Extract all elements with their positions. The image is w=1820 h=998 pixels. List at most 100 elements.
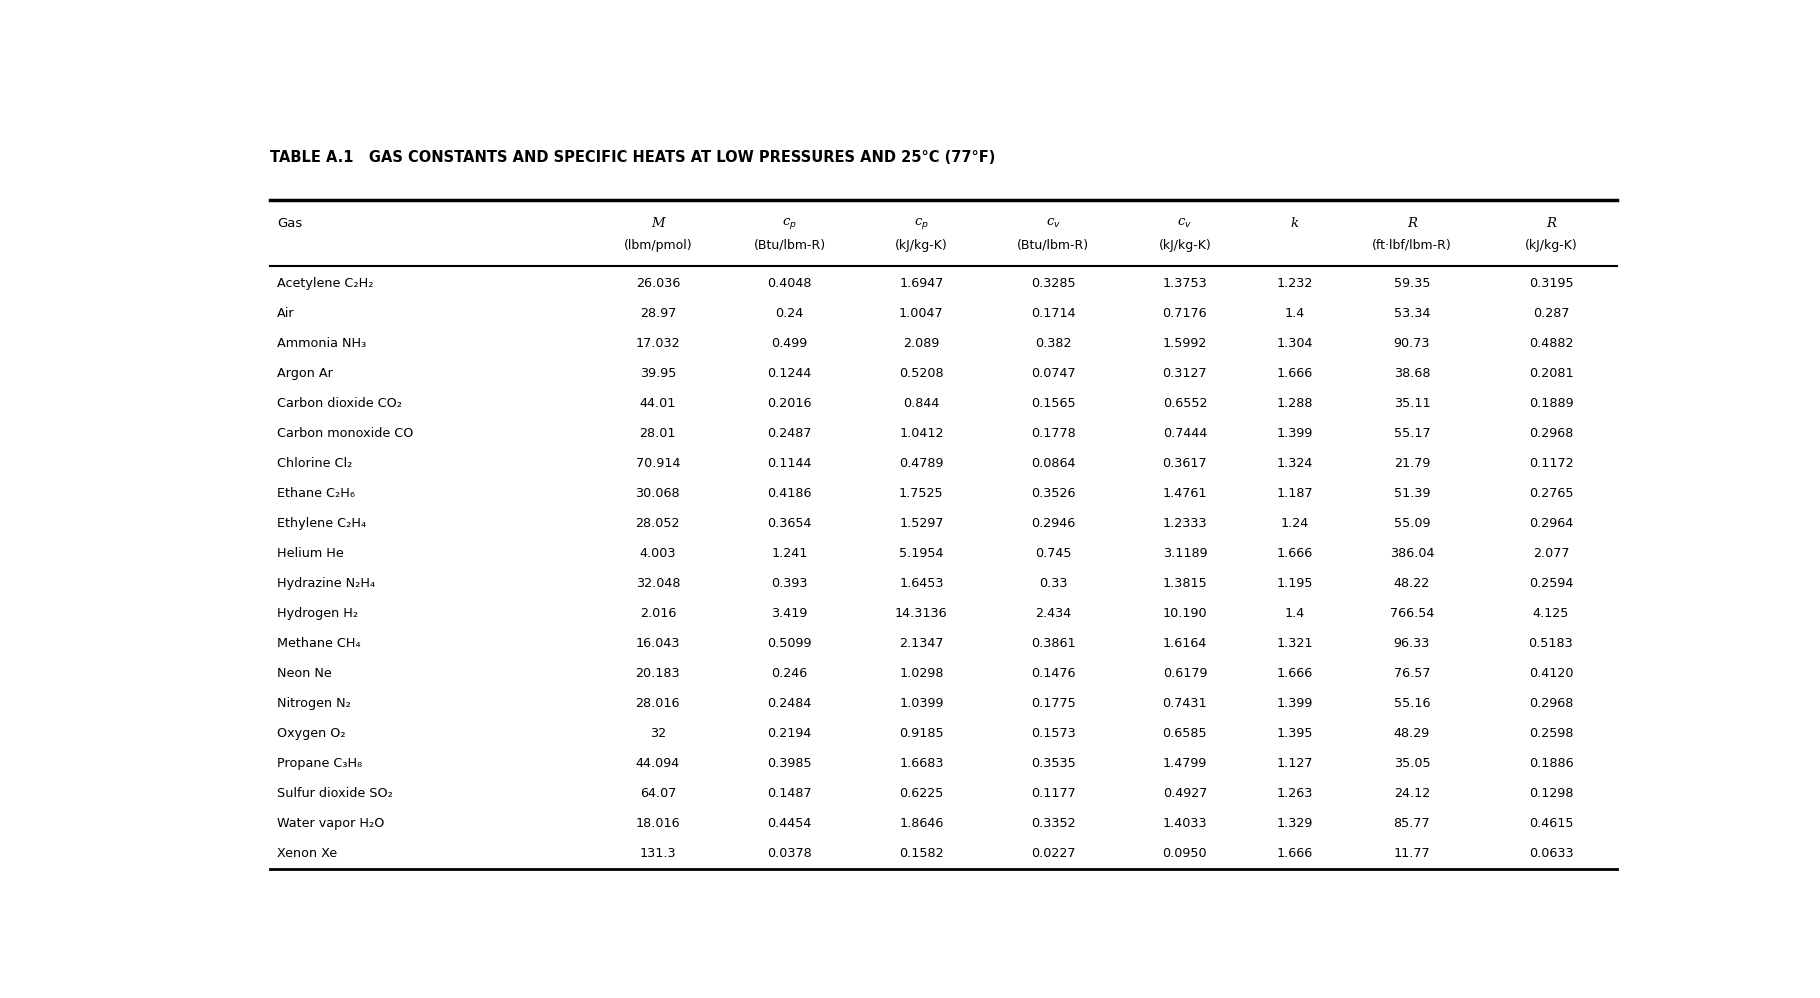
Text: 0.499: 0.499 [772, 337, 808, 350]
Text: 0.0864: 0.0864 [1030, 457, 1076, 470]
Text: 1.6947: 1.6947 [899, 277, 943, 290]
Text: 0.1177: 0.1177 [1030, 786, 1076, 799]
Text: 0.1778: 0.1778 [1030, 427, 1076, 440]
Text: 0.2594: 0.2594 [1529, 577, 1572, 590]
Text: 0.1298: 0.1298 [1529, 786, 1572, 799]
Text: 131.3: 131.3 [639, 846, 675, 859]
Text: 0.7431: 0.7431 [1163, 697, 1207, 710]
Text: 0.1886: 0.1886 [1529, 756, 1572, 769]
Text: M: M [652, 217, 664, 230]
Text: TABLE A.1   GAS CONSTANTS AND SPECIFIC HEATS AT LOW PRESSURES AND 25°C (77°F): TABLE A.1 GAS CONSTANTS AND SPECIFIC HEA… [269, 151, 996, 166]
Text: 0.0227: 0.0227 [1030, 846, 1076, 859]
Text: 0.3861: 0.3861 [1030, 637, 1076, 650]
Text: 0.3654: 0.3654 [768, 517, 812, 530]
Text: 0.4882: 0.4882 [1529, 337, 1572, 350]
Text: 0.2765: 0.2765 [1529, 487, 1572, 500]
Text: 0.3985: 0.3985 [768, 756, 812, 769]
Text: 0.382: 0.382 [1036, 337, 1072, 350]
Text: 1.666: 1.666 [1276, 667, 1312, 680]
Text: Nitrogen N₂: Nitrogen N₂ [277, 697, 351, 710]
Text: 2.016: 2.016 [639, 607, 675, 620]
Text: 0.3526: 0.3526 [1030, 487, 1076, 500]
Text: Ethane C₂H₆: Ethane C₂H₆ [277, 487, 355, 500]
Text: 766.54: 766.54 [1390, 607, 1434, 620]
Text: c$_p$: c$_p$ [914, 216, 928, 231]
Text: (ft·lbf/lbm-R): (ft·lbf/lbm-R) [1372, 239, 1452, 251]
Text: 0.2484: 0.2484 [768, 697, 812, 710]
Text: R: R [1407, 217, 1416, 230]
Text: (Btu/lbm-R): (Btu/lbm-R) [1017, 239, 1088, 251]
Text: 0.4789: 0.4789 [899, 457, 943, 470]
Text: 0.4186: 0.4186 [768, 487, 812, 500]
Text: 44.01: 44.01 [639, 397, 675, 410]
Text: 0.3535: 0.3535 [1030, 756, 1076, 769]
Text: 0.1775: 0.1775 [1030, 697, 1076, 710]
Text: 0.2081: 0.2081 [1529, 367, 1572, 380]
Text: 0.4454: 0.4454 [768, 816, 812, 829]
Text: 0.1172: 0.1172 [1529, 457, 1572, 470]
Text: 0.0747: 0.0747 [1030, 367, 1076, 380]
Text: (lbm/pmol): (lbm/pmol) [624, 239, 692, 251]
Text: Carbon dioxide CO₂: Carbon dioxide CO₂ [277, 397, 402, 410]
Text: 0.1244: 0.1244 [768, 367, 812, 380]
Text: 1.288: 1.288 [1276, 397, 1312, 410]
Text: Gas: Gas [277, 217, 302, 230]
Text: 386.04: 386.04 [1390, 547, 1434, 560]
Text: 1.2333: 1.2333 [1163, 517, 1207, 530]
Text: 1.7525: 1.7525 [899, 487, 945, 500]
Text: 0.3127: 0.3127 [1163, 367, 1207, 380]
Text: Chlorine Cl₂: Chlorine Cl₂ [277, 457, 353, 470]
Text: 28.016: 28.016 [635, 697, 681, 710]
Text: 0.6552: 0.6552 [1163, 397, 1207, 410]
Text: 1.666: 1.666 [1276, 846, 1312, 859]
Text: 3.419: 3.419 [772, 607, 808, 620]
Text: c$_v$: c$_v$ [1178, 217, 1192, 231]
Text: 0.0378: 0.0378 [768, 846, 812, 859]
Text: 0.1144: 0.1144 [768, 457, 812, 470]
Text: 55.09: 55.09 [1394, 517, 1431, 530]
Text: 0.5099: 0.5099 [768, 637, 812, 650]
Text: 20.183: 20.183 [635, 667, 681, 680]
Text: 1.399: 1.399 [1276, 427, 1312, 440]
Text: 53.34: 53.34 [1394, 307, 1431, 320]
Text: 64.07: 64.07 [639, 786, 675, 799]
Text: (kJ/kg-K): (kJ/kg-K) [1525, 239, 1578, 251]
Text: 24.12: 24.12 [1394, 786, 1431, 799]
Text: 1.3753: 1.3753 [1163, 277, 1207, 290]
Text: Carbon monoxide CO: Carbon monoxide CO [277, 427, 413, 440]
Text: Propane C₃H₈: Propane C₃H₈ [277, 756, 362, 769]
Text: 14.3136: 14.3136 [895, 607, 948, 620]
Text: 17.032: 17.032 [635, 337, 681, 350]
Text: 90.73: 90.73 [1394, 337, 1431, 350]
Text: 96.33: 96.33 [1394, 637, 1431, 650]
Text: 0.2194: 0.2194 [768, 727, 812, 740]
Text: k: k [1290, 217, 1299, 230]
Text: 0.2598: 0.2598 [1529, 727, 1572, 740]
Text: 3.1189: 3.1189 [1163, 547, 1207, 560]
Text: Oxygen O₂: Oxygen O₂ [277, 727, 346, 740]
Text: 2.089: 2.089 [903, 337, 939, 350]
Text: 0.246: 0.246 [772, 667, 808, 680]
Text: 1.4799: 1.4799 [1163, 756, 1207, 769]
Text: 1.5297: 1.5297 [899, 517, 943, 530]
Text: 1.263: 1.263 [1276, 786, 1312, 799]
Text: 44.094: 44.094 [635, 756, 681, 769]
Text: 2.1347: 2.1347 [899, 637, 943, 650]
Text: c$_p$: c$_p$ [783, 216, 797, 231]
Text: 0.5208: 0.5208 [899, 367, 945, 380]
Text: 48.22: 48.22 [1394, 577, 1431, 590]
Text: 0.1889: 0.1889 [1529, 397, 1572, 410]
Text: Argon Ar: Argon Ar [277, 367, 333, 380]
Text: 0.5183: 0.5183 [1529, 637, 1572, 650]
Text: 0.1714: 0.1714 [1030, 307, 1076, 320]
Text: Neon Ne: Neon Ne [277, 667, 331, 680]
Text: 0.3617: 0.3617 [1163, 457, 1207, 470]
Text: (Btu/lbm-R): (Btu/lbm-R) [753, 239, 826, 251]
Text: 1.324: 1.324 [1276, 457, 1312, 470]
Text: 1.395: 1.395 [1276, 727, 1312, 740]
Text: 0.287: 0.287 [1532, 307, 1569, 320]
Text: 0.3285: 0.3285 [1030, 277, 1076, 290]
Text: 48.29: 48.29 [1394, 727, 1431, 740]
Text: Acetylene C₂H₂: Acetylene C₂H₂ [277, 277, 373, 290]
Text: 0.1487: 0.1487 [768, 786, 812, 799]
